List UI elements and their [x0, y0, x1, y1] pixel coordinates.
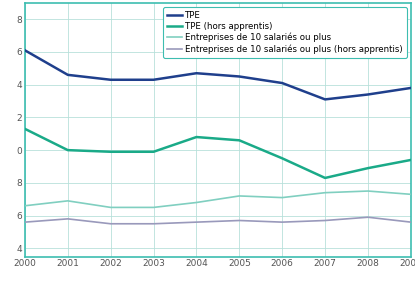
- Entreprises de 10 salariés ou plus: [108, 206, 113, 209]
- TPE (hors apprentis): [108, 150, 113, 154]
- TPE: [194, 72, 199, 75]
- Entreprises de 10 salariés ou plus: [408, 193, 413, 196]
- TPE (hors apprentis): [366, 166, 371, 170]
- Entreprises de 10 salariés ou plus: [65, 199, 70, 203]
- TPE: [280, 81, 285, 85]
- TPE (hors apprentis): [65, 148, 70, 152]
- Entreprises de 10 salariés ou plus (hors apprentis): [366, 215, 371, 219]
- Entreprises de 10 salariés ou plus (hors apprentis): [237, 219, 242, 222]
- Entreprises de 10 salariés ou plus: [280, 196, 285, 199]
- TPE: [108, 78, 113, 82]
- Line: Entreprises de 10 salariés ou plus: Entreprises de 10 salariés ou plus: [25, 191, 411, 207]
- Entreprises de 10 salariés ou plus (hors apprentis): [22, 220, 27, 224]
- TPE: [322, 98, 327, 101]
- Entreprises de 10 salariés ou plus (hors apprentis): [151, 222, 156, 225]
- Entreprises de 10 salariés ou plus: [194, 201, 199, 204]
- TPE: [237, 75, 242, 78]
- Entreprises de 10 salariés ou plus: [366, 189, 371, 193]
- TPE: [408, 86, 413, 90]
- Entreprises de 10 salariés ou plus (hors apprentis): [65, 217, 70, 221]
- Entreprises de 10 salariés ou plus (hors apprentis): [280, 220, 285, 224]
- Line: TPE (hors apprentis): TPE (hors apprentis): [25, 129, 411, 178]
- TPE (hors apprentis): [408, 158, 413, 162]
- Entreprises de 10 salariés ou plus (hors apprentis): [194, 220, 199, 224]
- TPE (hors apprentis): [280, 156, 285, 160]
- Line: TPE: TPE: [25, 50, 411, 99]
- Entreprises de 10 salariés ou plus: [22, 204, 27, 207]
- Line: Entreprises de 10 salariés ou plus (hors apprentis): Entreprises de 10 salariés ou plus (hors…: [25, 217, 411, 224]
- Legend: TPE, TPE (hors apprentis), Entreprises de 10 salariés ou plus, Entreprises de 10: TPE, TPE (hors apprentis), Entreprises d…: [163, 7, 407, 58]
- TPE (hors apprentis): [322, 176, 327, 180]
- Entreprises de 10 salariés ou plus: [322, 191, 327, 194]
- Entreprises de 10 salariés ou plus (hors apprentis): [322, 219, 327, 222]
- TPE: [22, 49, 27, 52]
- TPE (hors apprentis): [22, 127, 27, 131]
- TPE (hors apprentis): [237, 139, 242, 142]
- Entreprises de 10 salariés ou plus: [151, 206, 156, 209]
- TPE (hors apprentis): [194, 135, 199, 139]
- Entreprises de 10 salariés ou plus: [237, 194, 242, 198]
- TPE (hors apprentis): [151, 150, 156, 154]
- TPE: [65, 73, 70, 77]
- Entreprises de 10 salariés ou plus (hors apprentis): [408, 220, 413, 224]
- Entreprises de 10 salariés ou plus (hors apprentis): [108, 222, 113, 225]
- TPE: [366, 93, 371, 96]
- TPE: [151, 78, 156, 82]
